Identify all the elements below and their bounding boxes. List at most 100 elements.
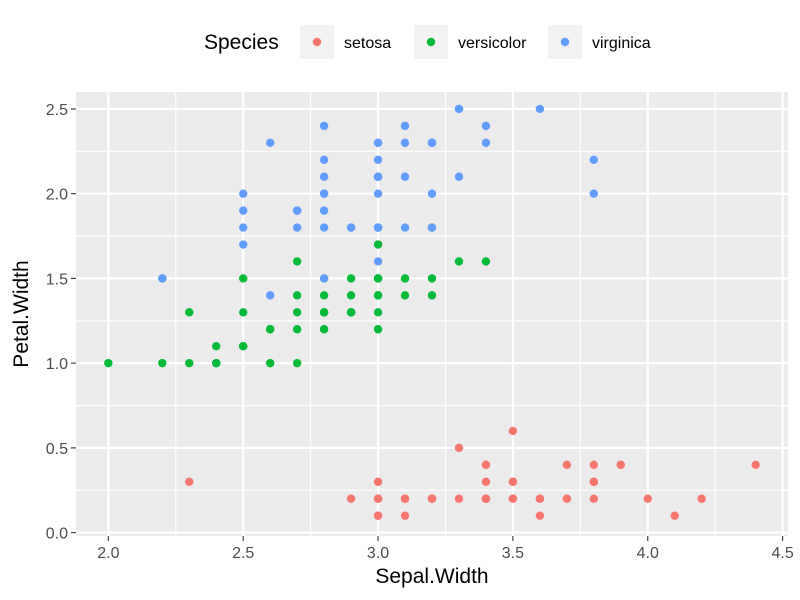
- virginica-point: [239, 189, 248, 198]
- virginica-point: [427, 223, 437, 232]
- virginica-point: [373, 223, 383, 232]
- versicolor-point: [158, 358, 167, 368]
- virginica-point: [346, 223, 356, 232]
- virginica-point: [292, 223, 302, 232]
- virginica-point: [400, 138, 410, 148]
- setosa-point: [481, 494, 491, 503]
- setosa-point: [643, 494, 652, 503]
- setosa-point: [562, 494, 572, 503]
- setosa-point: [454, 494, 464, 503]
- setosa-point: [454, 443, 464, 453]
- virginica-point: [373, 172, 383, 181]
- x-tick-label: 4.0: [637, 545, 659, 562]
- virginica-point: [400, 121, 410, 131]
- versicolor-point: [373, 308, 383, 317]
- virginica-point: [400, 223, 410, 232]
- virginica-point: [265, 138, 275, 148]
- setosa-point: [535, 494, 545, 503]
- virginica-point: [373, 257, 383, 266]
- versicolor-point: [212, 341, 221, 351]
- setosa-point: [670, 511, 679, 520]
- y-tick-label: 1.5: [46, 271, 68, 288]
- virginica-point: [589, 189, 599, 198]
- virginica-point: [373, 138, 383, 148]
- versicolor-point: [319, 308, 329, 317]
- versicolor-point: [400, 291, 410, 300]
- versicolor-point: [427, 291, 437, 300]
- legend-key-dot: [560, 37, 570, 47]
- virginica-point: [319, 223, 329, 232]
- virginica-point: [239, 206, 248, 215]
- setosa-point: [400, 494, 410, 503]
- x-tick-label: 4.5: [771, 545, 793, 562]
- versicolor-point: [265, 358, 275, 368]
- legend-key-dot: [312, 37, 322, 47]
- versicolor-point: [239, 308, 248, 317]
- setosa-point: [373, 511, 383, 520]
- versicolor-point: [373, 274, 383, 283]
- x-tick-label: 3.0: [367, 545, 389, 562]
- setosa-point: [589, 494, 599, 503]
- legend-label: virginica: [592, 35, 651, 52]
- setosa-point: [373, 494, 383, 503]
- versicolor-point: [427, 274, 437, 283]
- virginica-point: [319, 172, 329, 181]
- virginica-point: [292, 206, 302, 215]
- x-axis-title: Sepal.Width: [375, 565, 488, 588]
- versicolor-point: [292, 325, 302, 334]
- setosa-point: [481, 477, 491, 486]
- setosa-point: [481, 460, 491, 470]
- setosa-point: [589, 460, 599, 470]
- versicolor-point: [104, 358, 113, 368]
- y-tick-label: 1.0: [46, 356, 68, 373]
- versicolor-point: [292, 257, 302, 266]
- virginica-point: [481, 138, 491, 148]
- plot-panel: [76, 92, 788, 536]
- setosa-point: [751, 460, 760, 470]
- legend-key-dot: [426, 37, 436, 47]
- minor-grid: [76, 92, 788, 536]
- versicolor-point: [212, 358, 221, 368]
- versicolor-point: [185, 308, 194, 317]
- versicolor-point: [239, 341, 248, 351]
- legend-title: Species: [204, 31, 279, 54]
- setosa-point: [697, 494, 706, 503]
- virginica-point: [265, 291, 275, 300]
- setosa-point: [535, 511, 545, 520]
- y-tick-label: 2.0: [46, 187, 68, 204]
- y-tick-label: 0.5: [46, 441, 68, 458]
- virginica-point: [427, 189, 437, 198]
- versicolor-point: [239, 274, 248, 283]
- versicolor-point: [346, 291, 356, 300]
- legend-label: setosa: [344, 35, 391, 52]
- virginica-point: [319, 189, 329, 198]
- virginica-point: [239, 223, 248, 232]
- virginica-point: [481, 121, 491, 131]
- y-tick-label: 2.5: [46, 102, 68, 119]
- virginica-point: [373, 155, 383, 164]
- virginica-point: [454, 172, 464, 181]
- virginica-point: [319, 121, 329, 131]
- virginica-point: [319, 274, 329, 283]
- x-axis: 2.0 2.5 3.0 3.5 4.0 4.5: [97, 536, 794, 562]
- virginica-point: [158, 274, 167, 283]
- setosa-point: [185, 477, 194, 486]
- setosa-point: [508, 494, 518, 503]
- y-axis-title: Petal.Width: [10, 260, 33, 367]
- y-axis: 0.0 0.5 1.0 1.5 2.0 2.5: [46, 102, 76, 543]
- setosa-point: [400, 511, 410, 520]
- versicolor-point: [454, 257, 464, 266]
- versicolor-point: [292, 291, 302, 300]
- versicolor-point: [319, 325, 329, 334]
- setosa-point: [346, 494, 356, 503]
- virginica-point: [535, 104, 545, 114]
- versicolor-point: [185, 358, 194, 368]
- versicolor-point: [400, 274, 410, 283]
- setosa-point: [427, 494, 437, 503]
- versicolor-point: [373, 325, 383, 334]
- legend: Species setosa versicolor virginica: [204, 25, 651, 59]
- virginica-point: [319, 206, 329, 215]
- setosa-point: [562, 460, 572, 470]
- setosa-point: [508, 477, 518, 486]
